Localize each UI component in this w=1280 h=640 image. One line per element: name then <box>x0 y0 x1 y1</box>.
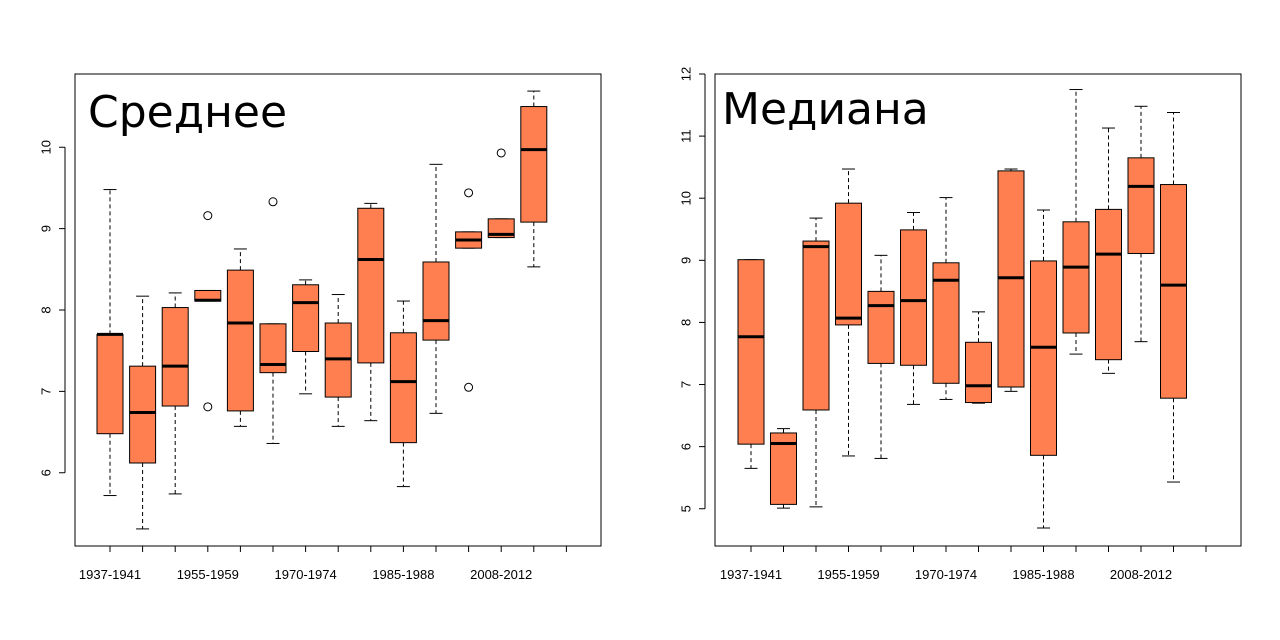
box-1 <box>96 189 124 497</box>
iqr-box <box>1160 184 1187 399</box>
median-x-axis: 1937-1941 1955-1959 1970-1974 1985-1988 2008… <box>720 545 1207 582</box>
iqr-box <box>867 290 895 364</box>
y-tick-label: 8 <box>38 306 53 313</box>
box-7 <box>292 279 320 395</box>
x-tick-label: 1970-1974 <box>275 567 337 582</box>
x-tick-label: 1955-1959 <box>177 567 239 582</box>
mean-panel-title: Среднее <box>88 87 287 138</box>
box-10 <box>1030 209 1057 529</box>
iqr-box <box>292 284 320 353</box>
x-tick-label: 1970-1974 <box>915 567 977 582</box>
median-boxes <box>737 89 1187 529</box>
box-12 <box>1095 127 1122 374</box>
box-12 <box>455 188 483 392</box>
box-4 <box>835 168 862 457</box>
y-tick-label: 11 <box>678 129 693 143</box>
box-13 <box>1127 105 1155 343</box>
y-tick-label: 7 <box>38 388 53 395</box>
iqr-box <box>357 207 385 364</box>
iqr-box <box>226 269 254 412</box>
y-tick-label: 9 <box>678 257 693 264</box>
x-tick-label: 2008-2012 <box>470 567 532 582</box>
y-tick-label: 12 <box>678 67 693 81</box>
iqr-box <box>802 240 830 411</box>
box-2 <box>129 295 157 530</box>
box-1 <box>737 259 765 469</box>
iqr-box <box>1095 208 1122 361</box>
y-tick-label: 7 <box>678 381 693 388</box>
box-11 <box>1062 89 1090 355</box>
iqr-box <box>389 332 417 444</box>
box-4 <box>194 211 222 412</box>
box-14 <box>520 90 548 268</box>
box-2 <box>770 428 797 509</box>
x-tick-label: 1985-1988 <box>372 567 434 582</box>
outlier-point <box>203 402 213 412</box>
iqr-box <box>835 202 862 326</box>
box-13 <box>487 148 515 239</box>
box-5 <box>226 248 254 427</box>
box-8 <box>324 294 352 427</box>
x-tick-label: 2008-2012 <box>1110 567 1172 582</box>
box-6 <box>259 197 287 444</box>
iqr-box <box>1030 260 1057 456</box>
box-7 <box>932 197 960 400</box>
box-3 <box>802 217 830 508</box>
iqr-box <box>96 333 124 435</box>
mean-x-axis: 1937-1941 1955-1959 1970-1974 1985-1988 2008… <box>79 545 567 582</box>
iqr-box <box>520 106 548 223</box>
iqr-box <box>129 365 157 464</box>
y-tick-label: 8 <box>678 319 693 326</box>
outlier-point <box>268 197 278 207</box>
box-5 <box>867 254 895 459</box>
outlier-point <box>464 188 474 198</box>
y-tick-label: 6 <box>678 443 693 450</box>
box-9 <box>357 202 385 422</box>
mean-y-axis: 6 7 8 9 10 <box>38 140 66 476</box>
y-tick-label: 5 <box>678 505 693 512</box>
box-3 <box>161 292 189 495</box>
box-11 <box>422 163 450 414</box>
box-6 <box>900 211 927 405</box>
median-panel-title: Медиана <box>722 84 929 135</box>
x-tick-label: 1985-1988 <box>1012 567 1074 582</box>
iqr-box <box>161 307 189 407</box>
box-8 <box>965 311 992 404</box>
iqr-box <box>932 262 960 384</box>
mean-boxplot-panel: Среднее 6 7 8 9 10 1937-1941 1955-1959 1970-19… <box>38 73 602 582</box>
y-tick-label: 10 <box>38 140 53 154</box>
y-tick-label: 6 <box>38 469 53 476</box>
median-y-axis: 5 6 7 8 9 10 11 12 <box>678 67 706 512</box>
iqr-box <box>1127 157 1155 254</box>
iqr-box <box>1062 221 1090 334</box>
box-9 <box>997 168 1025 392</box>
x-tick-label: 1937-1941 <box>79 567 141 582</box>
box-14 <box>1160 112 1187 483</box>
y-tick-label: 10 <box>678 191 693 205</box>
iqr-box <box>900 229 927 366</box>
iqr-box <box>965 341 992 404</box>
outlier-point <box>203 211 213 221</box>
outlier-point <box>464 382 474 392</box>
y-tick-label: 9 <box>38 225 53 232</box>
iqr-box <box>737 259 765 445</box>
box-10 <box>389 300 417 488</box>
x-tick-label: 1937-1941 <box>720 567 782 582</box>
iqr-box <box>422 261 450 341</box>
outlier-point <box>496 148 506 158</box>
mean-boxes <box>96 90 548 530</box>
x-tick-label: 1955-1959 <box>817 567 879 582</box>
